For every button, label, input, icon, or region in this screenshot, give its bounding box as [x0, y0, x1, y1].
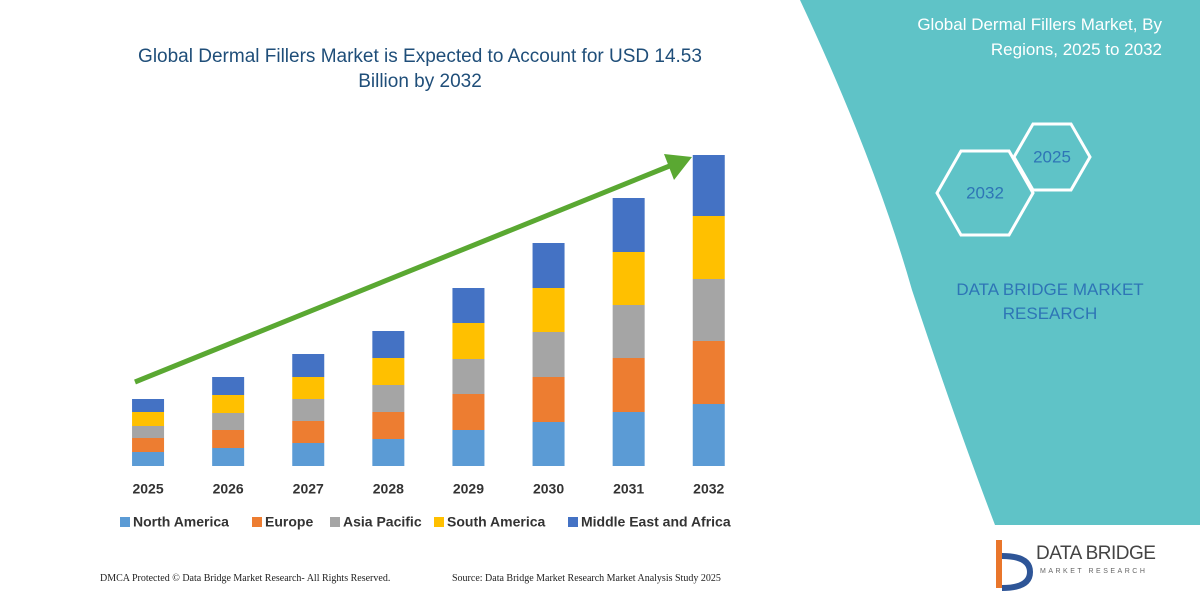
bar-segment — [532, 288, 565, 332]
copyright: DMCA Protected © Data Bridge Market Rese… — [100, 573, 391, 584]
legend-swatch — [568, 517, 578, 527]
legend-swatch — [330, 517, 340, 527]
bar-segment — [132, 399, 165, 412]
bar-segment — [452, 430, 485, 466]
bar-segment — [612, 412, 645, 466]
side-title: Global Dermal Fillers Market, By Regions… — [917, 15, 1162, 59]
logo-bar — [996, 540, 1002, 588]
logo-icon — [996, 540, 1034, 591]
bar-segment — [532, 243, 565, 288]
legend-swatch — [120, 517, 130, 527]
bar-segment — [452, 394, 485, 430]
x-tick-label: 2030 — [533, 481, 564, 497]
bar-segment — [212, 377, 245, 395]
bar-segment — [532, 422, 565, 466]
bar-segment — [372, 385, 405, 412]
bar-segment — [132, 412, 165, 426]
bar-segment — [212, 413, 245, 430]
bar-segment — [132, 426, 165, 438]
bar-segment — [452, 288, 485, 323]
bar-segment — [612, 358, 645, 412]
logo-curve — [1001, 553, 1034, 591]
hexagon-label: 2032 — [966, 183, 1004, 202]
bar-segment — [132, 438, 165, 452]
hexagons — [935, 122, 1092, 237]
bar-segment — [292, 354, 325, 377]
bar-segment — [212, 430, 245, 448]
bar-segment — [372, 439, 405, 466]
bar-segment — [452, 359, 485, 394]
bar-segment — [292, 443, 325, 466]
x-tick-label: 2032 — [693, 481, 724, 497]
bar-segment — [692, 404, 725, 466]
bar-segment — [532, 332, 565, 377]
bar-segment — [692, 341, 725, 404]
chart-title: Global Dermal Fillers Market is Expected… — [138, 46, 702, 92]
bar-segment — [692, 279, 725, 341]
bar-segment — [452, 323, 485, 359]
bar-segment — [292, 421, 325, 443]
brand: DATA BRIDGE MARKET RESEARCH — [956, 280, 1144, 323]
logo-name: DATA BRIDGE — [1036, 543, 1156, 564]
bar-segment — [612, 305, 645, 358]
bar-segment — [532, 377, 565, 422]
legend-label: Europe — [265, 514, 313, 530]
bar-segment — [372, 412, 405, 439]
x-tick-label: 2031 — [613, 481, 644, 497]
bar-segment — [212, 395, 245, 413]
bar-segment — [292, 399, 325, 421]
source: Source: Data Bridge Market Research Mark… — [452, 573, 721, 584]
arrow-head — [664, 154, 692, 180]
bars — [132, 155, 725, 466]
bar-segment — [612, 198, 645, 252]
bar-segment — [692, 155, 725, 216]
legend-label: North America — [133, 514, 229, 530]
bar-segment — [372, 358, 405, 385]
logo-tagline: MARKET RESEARCH — [1040, 568, 1148, 575]
legend-label: Asia Pacific — [343, 514, 422, 530]
x-tick-label: 2029 — [453, 481, 484, 497]
legend-label: Middle East and Africa — [581, 514, 731, 530]
legend-swatch — [434, 517, 444, 527]
hexagon-label: 2025 — [1033, 147, 1071, 166]
x-tick-label: 2028 — [373, 481, 404, 497]
x-tick-label: 2026 — [213, 481, 244, 497]
legend-swatch — [252, 517, 262, 527]
x-tick-label: 2027 — [293, 481, 324, 497]
bar-segment — [692, 216, 725, 279]
hexagon — [935, 149, 1035, 237]
bar-segment — [372, 331, 405, 358]
x-tick-label: 2025 — [132, 481, 163, 497]
side-panel-bg — [800, 0, 1200, 525]
bar-segment — [132, 452, 165, 466]
bar-segment — [612, 252, 645, 305]
bar-segment — [212, 448, 245, 466]
bar-segment — [292, 377, 325, 399]
legend-label: South America — [447, 514, 545, 530]
trend-arrow — [134, 162, 673, 385]
